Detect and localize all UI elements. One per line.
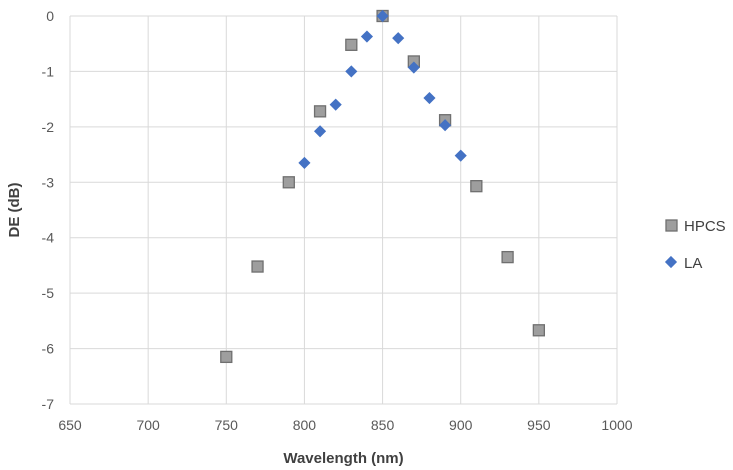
y-tick-label: 0 [46,8,54,24]
legend-label-hpcs: HPCS [684,218,726,235]
data-point-hpcs [532,324,546,337]
y-tick-label: -3 [42,174,55,190]
data-point-hpcs [282,176,295,189]
data-points [220,9,546,364]
data-point-hpcs [313,105,327,118]
y-tick-label: -5 [42,285,55,301]
data-point-hpcs [220,350,233,364]
x-tick-label: 850 [371,417,395,433]
y-tick-labels: 0 -1 -2 -3 -4 -5 -6 -7 [42,8,55,412]
x-tick-labels: 650 700 750 800 850 900 950 1000 [58,417,632,433]
x-tick-label: 1000 [601,417,632,433]
legend-marker-hpcs [665,219,678,232]
data-point-hpcs [501,250,514,264]
y-tick-label: -1 [42,63,55,79]
data-point-la [313,125,327,138]
x-tick-label: 800 [293,417,317,433]
y-axis-title: DE (dB) [6,183,23,238]
legend: HPCS LA [664,218,726,272]
legend-marker-la [664,255,678,269]
data-point-hpcs [470,180,483,193]
legend-label-la: LA [684,255,702,272]
data-point-la [407,61,420,74]
grid [69,15,618,405]
y-tick-label: -2 [42,119,55,135]
data-point-hpcs [251,260,264,273]
data-point-la [298,156,311,169]
data-point-la [439,119,452,132]
data-point-la [454,149,467,162]
x-tick-label: 750 [215,417,239,433]
y-tick-label: -6 [42,341,55,357]
x-tick-label: 650 [58,417,82,433]
data-point-la [423,91,436,105]
data-point-hpcs [345,38,358,51]
data-point-la [345,65,358,78]
data-point-la [360,30,374,43]
data-point-la [392,32,405,45]
y-tick-label: -4 [42,230,55,246]
x-tick-label: 700 [136,417,160,433]
x-tick-label: 900 [449,417,473,433]
data-point-la [329,98,342,111]
y-tick-label: -7 [42,396,55,412]
data-point-la [376,9,389,23]
x-axis-title: Wavelength (nm) [283,450,403,467]
x-tick-label: 950 [527,417,551,433]
